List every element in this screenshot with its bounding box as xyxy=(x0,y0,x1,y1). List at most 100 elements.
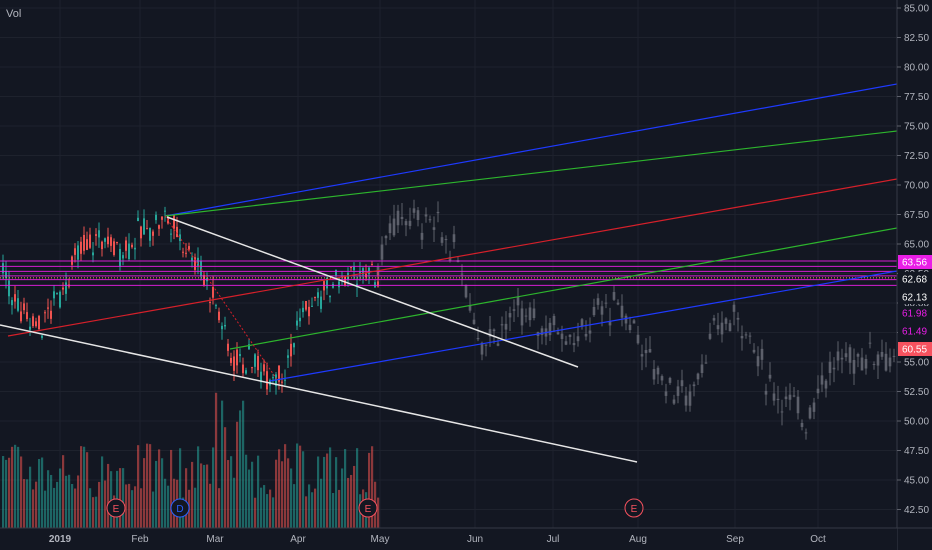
ghost-candle xyxy=(392,218,396,236)
ghost-candle xyxy=(568,334,572,337)
ghost-candle xyxy=(460,273,464,275)
volume-bar xyxy=(302,451,305,528)
ghost-candle xyxy=(848,347,852,363)
candle xyxy=(218,311,220,321)
volume-bar xyxy=(74,488,77,528)
volume-bar xyxy=(110,471,113,528)
volume-bar xyxy=(311,492,314,528)
volume-bar xyxy=(59,468,62,528)
volume-bar xyxy=(152,491,155,528)
event-marker-icon xyxy=(170,498,190,518)
event-marker-label: E xyxy=(365,504,372,515)
volume-bar xyxy=(290,468,293,528)
volume-bar xyxy=(11,446,14,528)
pitchfork-line xyxy=(164,130,898,217)
volume-bar xyxy=(98,481,101,528)
ghost-candle xyxy=(528,307,532,321)
volume-bar xyxy=(53,487,56,528)
ghost-candle xyxy=(592,306,596,316)
volume-bar xyxy=(239,410,242,528)
candle xyxy=(194,257,196,270)
volume-bar xyxy=(215,392,218,528)
candle xyxy=(215,305,217,307)
candle xyxy=(188,246,190,250)
ghost-candle xyxy=(760,348,764,360)
ghost-candle xyxy=(800,422,804,427)
ghost-candle xyxy=(468,305,472,311)
volume-bar xyxy=(161,458,164,528)
volume-bar xyxy=(245,454,248,528)
price-tick-label: 82.50 xyxy=(904,33,929,44)
ghost-candle xyxy=(504,323,508,330)
ghost-candle xyxy=(772,393,776,401)
volume-bar xyxy=(140,488,143,528)
volume-bar xyxy=(287,458,290,528)
volume-bar xyxy=(137,445,140,528)
candle xyxy=(170,233,172,235)
pitchfork-line xyxy=(164,83,898,217)
volume-bar xyxy=(293,484,296,528)
price-badge xyxy=(898,255,932,269)
ghost-candle xyxy=(464,284,468,298)
candle xyxy=(299,317,301,322)
candle xyxy=(59,291,61,308)
volume-bar xyxy=(119,468,122,528)
ghost-candle xyxy=(556,332,560,335)
candle xyxy=(62,287,64,290)
volume-bar xyxy=(170,449,173,528)
candle xyxy=(17,298,19,311)
volume-bar xyxy=(242,400,245,528)
price-badge-label: 61.49 xyxy=(902,327,927,338)
volume-bar xyxy=(155,460,158,528)
candle xyxy=(53,291,55,299)
price-tick-label: 77.50 xyxy=(904,92,929,103)
ghost-candle xyxy=(752,349,756,353)
ghost-candle xyxy=(840,357,844,360)
time-tick-label: Jul xyxy=(547,534,560,545)
volume-bar xyxy=(323,456,326,528)
candle xyxy=(200,260,202,277)
volume-bar xyxy=(218,488,221,528)
candle xyxy=(281,381,283,383)
volume-bar xyxy=(350,474,353,528)
ghost-candle xyxy=(680,380,684,387)
volume-bar xyxy=(80,446,83,528)
ghost-candle xyxy=(512,309,516,311)
candle xyxy=(173,215,175,229)
price-badge-label: 62.13 xyxy=(902,293,927,304)
candle xyxy=(209,302,211,304)
ghost-candle xyxy=(852,359,856,374)
volume-bar xyxy=(92,497,95,528)
ghost-candle xyxy=(860,357,864,371)
volume-bar xyxy=(260,487,263,528)
ghost-candle xyxy=(696,373,700,380)
volume-bar xyxy=(347,477,350,528)
ghost-candle xyxy=(648,349,652,353)
candle xyxy=(26,312,28,320)
candle xyxy=(74,248,76,255)
volume-bar xyxy=(221,400,224,528)
pitchfork-line xyxy=(229,227,898,350)
ghost-candle xyxy=(668,377,672,383)
ghost-candle xyxy=(584,333,588,337)
ghost-candle xyxy=(876,354,880,366)
candle xyxy=(119,248,121,267)
candle xyxy=(371,264,373,266)
candle xyxy=(185,252,187,254)
ghost-candle xyxy=(880,351,884,357)
volume-bar xyxy=(50,474,53,528)
ghost-candle xyxy=(732,304,736,312)
ghost-candle xyxy=(612,292,616,300)
candle xyxy=(77,245,79,260)
volume-bar xyxy=(251,461,254,528)
ghost-candle xyxy=(716,325,720,330)
price-tick-label: 47.50 xyxy=(904,446,929,457)
trend-line-lower xyxy=(0,324,638,463)
pitchfork-line xyxy=(7,178,898,337)
ghost-candle xyxy=(424,214,428,217)
ghost-candle xyxy=(608,320,612,326)
volume-label: Vol xyxy=(6,8,22,20)
ghost-candle xyxy=(396,210,400,226)
candle xyxy=(284,379,286,381)
